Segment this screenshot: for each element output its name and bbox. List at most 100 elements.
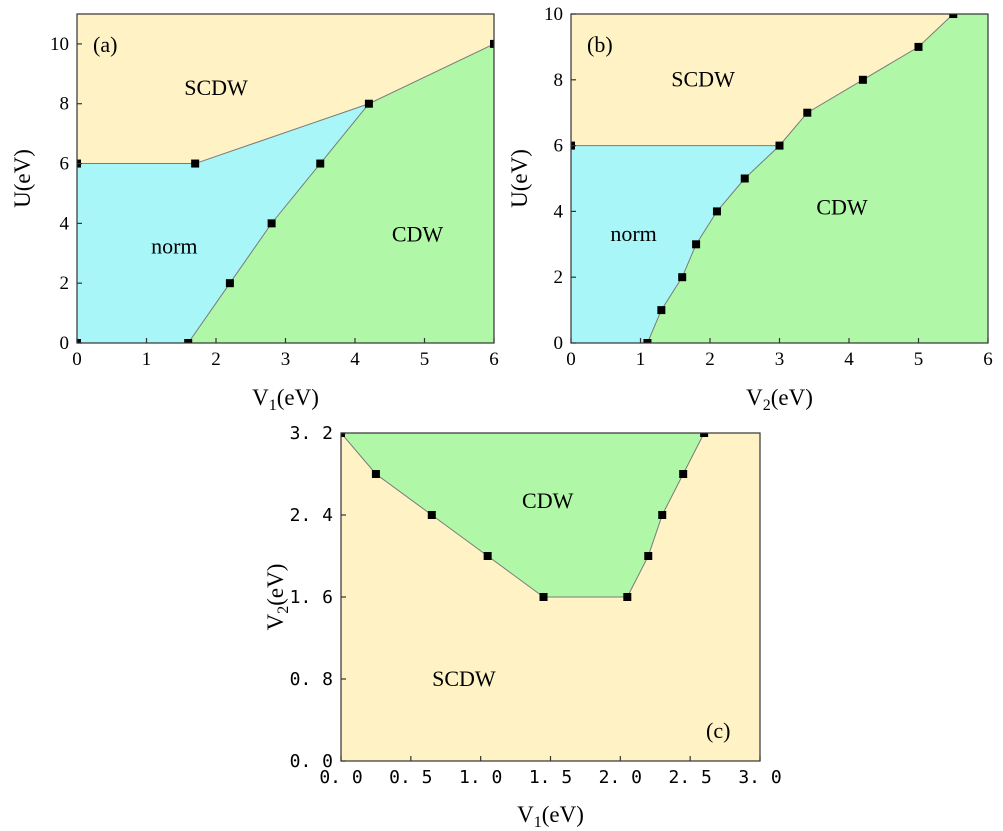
region-label-norm: norm: [610, 221, 656, 246]
panel-label: (c): [706, 718, 730, 743]
x-tick-label: 6: [489, 349, 499, 370]
y-axis-title: V2(eV): [263, 564, 292, 631]
plot-area: [571, 14, 988, 343]
data-point: [77, 339, 81, 343]
y-tick-label: 2. 4: [290, 505, 333, 526]
x-axis-title-subscript: 1: [269, 397, 277, 414]
x-tick-label: 3. 0: [738, 767, 781, 788]
panel-c: 0. 0 0. 5 1. 0 1. 5 2. 0 2. 5 3. 0 0. 0 0. 8 1. 6…: [263, 423, 782, 831]
plot-area: [77, 14, 494, 343]
x-tick-label: 6: [983, 349, 993, 370]
y-tick-label: 3. 2: [290, 423, 333, 444]
x-tick-label: 2. 0: [599, 767, 642, 788]
x-axis-title: V1(eV): [517, 802, 584, 831]
y-tick-label: 6: [554, 136, 564, 157]
y-tick-label: 1. 6: [290, 587, 333, 608]
x-tick-label: 1. 0: [459, 767, 502, 788]
x-axis-title-main: V: [517, 802, 534, 827]
data-point: [225, 279, 234, 288]
y-axis-title-main: V: [263, 613, 288, 630]
data-point: [712, 207, 721, 216]
data-point: [775, 141, 784, 150]
y-tick-label: 10: [50, 34, 69, 55]
data-point: [371, 470, 380, 478]
region-label-cdw: CDW: [816, 195, 868, 220]
x-tick-label: 0: [72, 349, 82, 370]
x-tick-label: 4: [844, 349, 854, 370]
region-scdw: [77, 14, 494, 164]
x-axis-title-unit: (eV): [277, 385, 319, 410]
region-cdw: [188, 43, 494, 343]
y-tick-label: 10: [544, 4, 563, 25]
y-tick-label: 8: [554, 70, 564, 91]
x-tick-label: 2: [211, 349, 221, 370]
x-axis-title-subscript: 1: [534, 814, 542, 831]
data-point: [643, 339, 652, 343]
x-tick-label: 0. 5: [389, 767, 432, 788]
y-axis-title: U(eV): [507, 149, 532, 208]
phase-boundary-line: [77, 43, 494, 165]
y-tick-label: 2: [554, 267, 564, 288]
data-point: [679, 470, 688, 478]
region-label-scdw: SCDW: [432, 666, 496, 691]
data-point: [644, 552, 653, 560]
x-axis-title-main: V: [252, 385, 269, 410]
data-point: [692, 240, 701, 249]
y-tick-label: 4: [554, 201, 564, 222]
data-point: [658, 511, 667, 519]
data-point: [427, 511, 436, 519]
x-axis-title-subscript: 2: [763, 397, 771, 414]
region-label-cdw: CDW: [392, 221, 444, 246]
y-tick-label: 8: [60, 94, 70, 115]
y-tick-label: 0: [60, 333, 70, 354]
x-tick-label: 2: [705, 349, 715, 370]
plot-area: [341, 433, 760, 761]
data-point: [341, 433, 345, 437]
y-axis-title: U(eV): [10, 149, 35, 208]
x-axis-title: V1(eV): [252, 385, 319, 414]
data-point: [623, 593, 632, 601]
data-point: [191, 159, 200, 168]
data-point: [700, 433, 709, 437]
x-tick-label: 1. 5: [529, 767, 572, 788]
x-axis-title: V2(eV): [746, 385, 813, 414]
data-point: [539, 593, 548, 601]
x-axis-title-main: V: [746, 385, 763, 410]
x-tick-label: 0: [566, 349, 576, 370]
panel-label: (a): [93, 32, 117, 57]
data-point: [364, 99, 373, 108]
data-point: [184, 339, 193, 343]
x-axis-title-unit: (eV): [542, 802, 584, 827]
data-point: [267, 219, 276, 228]
y-tick-label: 2: [60, 273, 70, 294]
y-tick-label: 0. 8: [290, 669, 333, 690]
x-tick-label: 5: [914, 349, 924, 370]
region-label-scdw: SCDW: [184, 75, 248, 100]
data-point: [803, 108, 812, 117]
region-label-cdw: CDW: [522, 488, 574, 513]
region-label-scdw: SCDW: [671, 66, 735, 91]
y-tick-label: 0: [554, 333, 564, 354]
x-tick-label: 1: [636, 349, 646, 370]
x-axis-title-unit: (eV): [771, 385, 813, 410]
data-point: [657, 306, 666, 315]
y-tick-label: 0. 0: [290, 751, 333, 772]
y-axis-title-main: U(eV): [10, 149, 35, 208]
panel-label: (b): [587, 32, 613, 57]
data-point: [949, 14, 958, 18]
x-tick-label: 3: [281, 349, 291, 370]
x-tick-label: 1: [142, 349, 152, 370]
x-tick-label: 2. 5: [668, 767, 711, 788]
data-point: [678, 273, 687, 282]
region-cdw: [647, 14, 988, 343]
data-point: [914, 42, 923, 51]
x-tick-label: 5: [420, 349, 430, 370]
data-point: [483, 552, 492, 560]
data-point: [316, 159, 325, 168]
data-point: [490, 39, 494, 48]
y-axis-title-main: U(eV): [507, 149, 532, 208]
region-cdw: [341, 433, 705, 597]
y-axis-title-subscript: 2: [275, 606, 292, 614]
